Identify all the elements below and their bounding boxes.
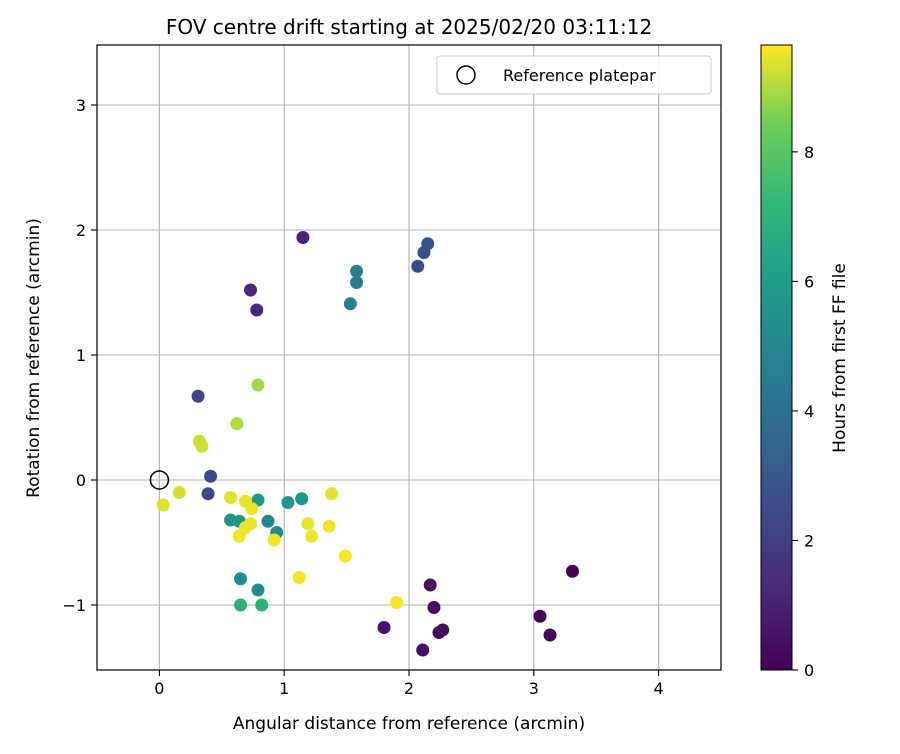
data-point: [244, 283, 258, 297]
data-point: [565, 564, 579, 578]
data-point: [292, 571, 306, 584]
data-point: [224, 491, 238, 504]
data-point: [350, 276, 364, 289]
colorbar-tick-label: 6: [804, 272, 814, 291]
data-point: [261, 514, 275, 528]
data-point: [172, 486, 186, 499]
legend-marker-icon: [456, 65, 476, 85]
data-point: [232, 529, 246, 543]
data-point: [195, 439, 209, 453]
legend-box: [436, 55, 712, 95]
data-point: [234, 598, 248, 612]
data-point: [251, 378, 265, 392]
x-tick-label: 3: [529, 679, 539, 698]
y-tick-label: 0: [76, 471, 86, 490]
plot-area: 0 1 2 3 4 −1 0 1 2 3: [62, 44, 722, 698]
legend: Reference platepar: [436, 55, 712, 95]
colorbar-tick-label: 2: [804, 531, 814, 550]
x-axis-label: Angular distance from reference (arcmin): [233, 714, 585, 734]
y-tick-label: −1: [62, 596, 86, 615]
colorbar: 0 2 4 6 8 Hours from first FF file: [760, 44, 850, 680]
data-point: [245, 502, 259, 516]
colorbar-ticks: 0 2 4 6 8: [792, 143, 814, 680]
data-point: [390, 596, 404, 609]
x-tick-label: 0: [154, 679, 164, 698]
data-point: [295, 492, 309, 506]
data-point: [533, 609, 547, 623]
data-point: [267, 533, 281, 547]
data-point: [338, 549, 352, 563]
data-point: [432, 626, 446, 639]
y-axis-ticks: −1 0 1 2 3: [62, 96, 97, 615]
y-tick-label: 1: [76, 346, 86, 365]
reference-platepar-marker: [149, 470, 170, 490]
colorbar-label: Hours from first FF file: [830, 263, 850, 453]
data-point: [296, 231, 310, 244]
data-point: [322, 519, 336, 533]
data-point: [156, 498, 170, 512]
x-tick-label: 4: [654, 679, 664, 698]
data-points: [156, 231, 579, 657]
data-point: [343, 297, 357, 311]
x-axis-ticks: 0 1 2 3 4: [154, 670, 664, 698]
data-point: [301, 517, 315, 531]
data-point: [230, 417, 244, 431]
data-point: [250, 303, 264, 317]
data-point: [416, 643, 430, 657]
y-tick-label: 2: [76, 221, 86, 240]
data-point: [411, 259, 425, 273]
data-point: [377, 621, 391, 634]
data-point: [427, 601, 441, 614]
data-point: [305, 529, 319, 543]
legend-label: Reference platepar: [503, 66, 656, 85]
data-point: [421, 237, 435, 251]
colorbar-gradient: [760, 44, 793, 671]
grid: [97, 45, 721, 670]
colorbar-tick-label: 0: [804, 661, 814, 680]
data-point: [234, 572, 248, 586]
data-point: [255, 598, 269, 612]
data-point: [281, 496, 295, 509]
data-point: [191, 389, 205, 403]
colorbar-tick-label: 8: [804, 143, 814, 162]
x-tick-label: 1: [279, 679, 289, 698]
data-point: [350, 264, 364, 278]
data-point: [423, 578, 437, 592]
data-point: [201, 487, 215, 501]
x-tick-label: 2: [404, 679, 414, 698]
chart-title: FOV centre drift starting at 2025/02/20 …: [166, 15, 652, 39]
data-point: [251, 583, 265, 597]
y-tick-label: 3: [76, 96, 86, 115]
colorbar-tick-label: 4: [804, 402, 814, 421]
y-axis-label: Rotation from reference (arcmin): [24, 218, 44, 498]
data-point: [325, 487, 339, 501]
data-point: [543, 628, 557, 642]
data-point: [204, 469, 218, 483]
